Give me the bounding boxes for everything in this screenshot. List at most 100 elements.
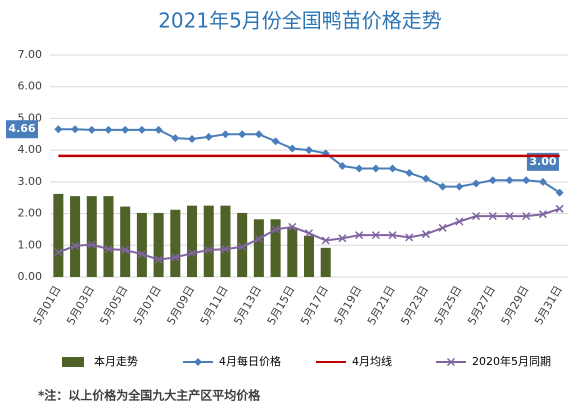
bar [203,205,214,277]
point [254,234,263,243]
point [288,222,297,231]
point [355,231,364,240]
x-tick-label: 5月19日 [332,284,365,328]
point [221,245,230,254]
point [271,137,280,146]
point [194,358,202,366]
bar [170,209,181,277]
x-tick-label: 5月31日 [532,284,565,328]
x-tick-label: 5月23日 [398,284,431,328]
point [188,135,197,144]
legend-label: 本月走势 [94,354,138,368]
bar [53,193,64,277]
point [71,125,80,134]
point [221,130,230,139]
x-tick-label: 5月25日 [432,284,465,328]
point [455,182,464,191]
point [522,212,531,221]
point [472,179,481,188]
y-tick-label: 0.00 [18,270,43,283]
point [522,176,531,185]
point [188,249,197,258]
point [405,168,414,177]
y-tick-label: 2.00 [18,207,43,220]
y-tick-label: 7.00 [18,48,43,61]
point [171,253,180,262]
point [204,132,213,141]
point [371,231,380,240]
point [204,246,213,255]
x-tick-label: 5月21日 [365,284,398,328]
point [254,130,263,139]
point [446,357,456,367]
chart-title: 2021年5月份全国鸭苗价格走势 [158,9,442,33]
point [455,217,464,226]
note: *注：以上价格为全国九大主产区平均价格 [38,388,261,403]
bar [86,196,97,277]
point [488,176,497,185]
point [171,134,180,143]
x-tick-label: 5月29日 [499,284,532,328]
x-tick-label: 5月11日 [198,284,231,328]
x-tick-label: 5月27日 [465,284,498,328]
point [54,125,63,134]
bar [237,212,248,277]
line [58,128,561,194]
point [505,212,514,221]
x-tick-label: 5月01日 [31,284,64,328]
bar [153,212,164,277]
legend-label: 2020年5月同期 [472,354,551,368]
point [338,162,347,170]
x-tick-label: 5月07日 [131,284,164,328]
point [137,250,146,259]
point [238,242,247,251]
point [137,125,146,134]
bar [136,212,147,277]
point [304,229,314,238]
x-tick-label: 5月09日 [164,284,197,328]
x-tick-label: 5月15日 [265,284,298,328]
bar [320,247,331,277]
point [87,125,96,134]
point [505,176,514,185]
point [321,236,330,245]
point [438,223,447,232]
legend-label: 4月每日价格 [219,354,281,368]
point [538,210,547,219]
point [54,248,63,257]
point [71,241,80,250]
point [555,188,564,197]
x-tick-label: 5月13日 [231,284,264,328]
point [472,212,481,221]
point [121,125,130,134]
bar [220,205,231,277]
point [104,125,113,134]
value-label: 3.00 [529,155,556,168]
point [538,177,547,186]
point [121,246,130,255]
legend-label: 4月均线 [352,354,392,368]
y-tick-label: 4.00 [18,143,43,156]
point [305,146,313,155]
value-label-box [526,152,559,171]
point [104,245,113,254]
value-label: 4.66 [8,122,35,135]
point [154,255,163,264]
bar [303,235,315,277]
bar [120,206,131,277]
value-label-box [6,120,38,139]
point [405,233,414,242]
bar [103,196,114,277]
bar [270,219,281,277]
y-tick-label: 3.00 [18,175,43,188]
point [355,164,364,173]
point [421,230,430,239]
point [338,234,347,243]
point [238,130,247,139]
x-tick-label: 5月17日 [298,284,331,328]
point [154,125,163,134]
x-tick-label: 5月03日 [64,284,97,328]
x-tick-label: 5月05日 [98,284,131,328]
point [421,174,430,183]
